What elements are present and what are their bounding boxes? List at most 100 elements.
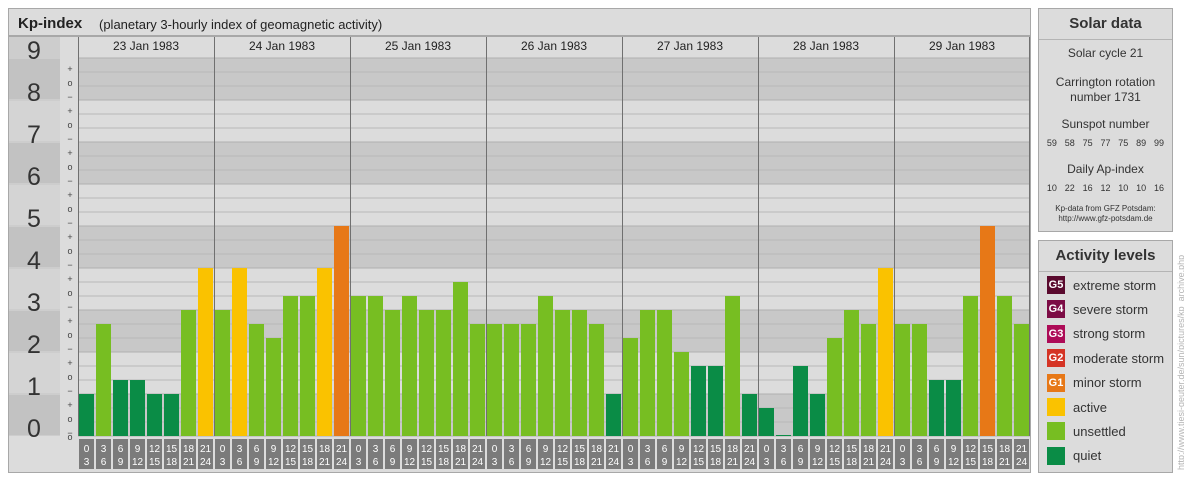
interval-box <box>929 439 944 469</box>
interval-start-label: 6 <box>934 444 940 455</box>
interval-box <box>181 439 196 469</box>
interval-start-label: 12 <box>421 444 433 455</box>
kp-bar <box>1014 323 1029 436</box>
y-minor-tick: + <box>67 400 72 410</box>
y-tick-label: 7 <box>27 121 41 149</box>
chart-header: Kp-index (planetary 3-hourly index of ge… <box>8 8 1031 36</box>
plot-band <box>78 226 1030 268</box>
y-label-band <box>9 101 60 141</box>
interval-start-label: 3 <box>237 444 243 455</box>
legend-label: extreme storm <box>1073 277 1157 293</box>
interval-start-label: 0 <box>628 444 634 455</box>
interval-start-label: 15 <box>438 444 450 455</box>
interval-box <box>606 439 621 469</box>
interval-start-label: 3 <box>917 444 923 455</box>
interval-start-label: 18 <box>727 444 739 455</box>
interval-start-label: 9 <box>407 444 413 455</box>
interval-start-label: 0 <box>492 444 498 455</box>
interval-box <box>980 439 995 469</box>
interval-start-label: 21 <box>1016 444 1028 455</box>
legend-item: active <box>1047 397 1107 417</box>
y-minor-tick: − <box>67 386 72 396</box>
kp-bar <box>181 310 196 436</box>
interval-start-label: 15 <box>710 444 722 455</box>
interval-start-label: 0 <box>220 444 226 455</box>
kp-bar <box>487 323 502 436</box>
interval-box <box>487 439 502 469</box>
legend-label: active <box>1073 399 1107 415</box>
interval-start-label: 21 <box>744 444 756 455</box>
kp-bar <box>521 323 536 436</box>
day-label: 23 Jan 1983 <box>113 39 179 53</box>
interval-start-label: 3 <box>101 444 107 455</box>
kp-bar <box>96 323 111 436</box>
interval-end-label: 6 <box>101 457 107 468</box>
y-minor-tick: + <box>67 64 72 74</box>
interval-start-label: 15 <box>574 444 586 455</box>
interval-box <box>402 439 417 469</box>
y-minor-tick: o <box>67 162 72 172</box>
ap-value: 10 <box>1136 183 1147 193</box>
ap-value: 22 <box>1064 183 1075 193</box>
interval-box <box>674 439 689 469</box>
interval-end-label: 9 <box>118 457 124 468</box>
y-label-band <box>9 269 60 309</box>
interval-box <box>334 439 349 469</box>
plot-band <box>78 100 1030 142</box>
interval-end-label: 15 <box>829 457 841 468</box>
kp-bar <box>215 310 230 436</box>
interval-start-label: 0 <box>900 444 906 455</box>
interval-start-label: 21 <box>880 444 892 455</box>
interval-end-label: 3 <box>84 457 90 468</box>
interval-start-label: 6 <box>526 444 532 455</box>
interval-box <box>130 439 145 469</box>
interval-start-label: 3 <box>509 444 515 455</box>
interval-start-label: 12 <box>829 444 841 455</box>
interval-box <box>351 439 366 469</box>
legend-item: G3 strong storm <box>1047 324 1145 344</box>
ap-value: 16 <box>1082 183 1093 193</box>
interval-end-label: 18 <box>574 457 586 468</box>
interval-end-label: 15 <box>557 457 569 468</box>
kp-bar <box>249 323 264 436</box>
interval-box <box>419 439 434 469</box>
y-tick-label: 0 <box>27 415 41 443</box>
day-label: 24 Jan 1983 <box>249 39 315 53</box>
interval-box <box>810 439 825 469</box>
kp-bar <box>419 310 434 436</box>
y-minor-tick: − <box>67 134 72 144</box>
interval-box <box>300 439 315 469</box>
interval-start-label: 15 <box>302 444 314 455</box>
interval-start-label: 21 <box>336 444 348 455</box>
y-label-band <box>9 353 60 393</box>
y-minor-tick: + <box>67 148 72 158</box>
interval-box <box>691 439 706 469</box>
interval-end-label: 9 <box>526 457 532 468</box>
kp-bar <box>453 281 468 436</box>
y-minor-tick: o <box>67 78 72 88</box>
y-minor-tick: + <box>67 316 72 326</box>
kp-bar <box>504 323 519 436</box>
kp-bar <box>623 338 638 436</box>
legend-swatch: G2 <box>1047 349 1065 368</box>
interval-end-label: 3 <box>764 457 770 468</box>
date-strip <box>78 37 1030 58</box>
interval-end-label: 12 <box>132 457 144 468</box>
interval-box <box>572 439 587 469</box>
kp-bar <box>844 310 859 436</box>
kp-bar <box>861 323 876 436</box>
interval-box <box>878 439 893 469</box>
y-label-band <box>9 311 60 351</box>
interval-start-label: 21 <box>200 444 212 455</box>
interval-start-label: 12 <box>149 444 161 455</box>
legend-label: quiet <box>1073 448 1102 464</box>
kp-bar <box>113 380 128 436</box>
interval-start-label: 6 <box>798 444 804 455</box>
interval-start-label: 6 <box>118 444 124 455</box>
interval-box <box>861 439 876 469</box>
sunspot-value: 58 <box>1064 138 1075 148</box>
day-label: 28 Jan 1983 <box>793 39 859 53</box>
legend-label: moderate storm <box>1073 350 1165 366</box>
interval-end-label: 21 <box>319 457 331 468</box>
interval-end-label: 18 <box>710 457 722 468</box>
